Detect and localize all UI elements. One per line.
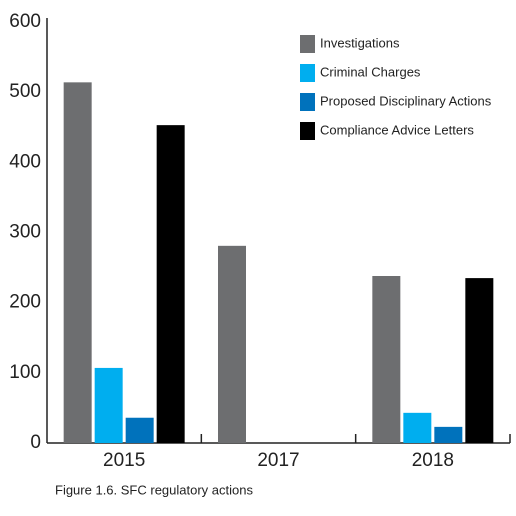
legend-swatch bbox=[300, 93, 315, 111]
bar bbox=[63, 82, 92, 444]
x-tick-label: 2018 bbox=[412, 450, 454, 471]
legend-swatch bbox=[300, 35, 315, 53]
bar bbox=[465, 278, 494, 443]
x-tick-label: 2015 bbox=[103, 450, 145, 471]
bar bbox=[403, 412, 432, 443]
legend-label: Proposed Disciplinary Actions bbox=[320, 93, 492, 108]
bar bbox=[218, 245, 246, 443]
legend-swatch bbox=[300, 64, 315, 82]
y-tick-label: 200 bbox=[9, 292, 41, 313]
bar bbox=[156, 125, 185, 444]
bar bbox=[372, 276, 401, 443]
legend-label: Criminal Charges bbox=[320, 64, 421, 79]
y-tick-label: 300 bbox=[9, 222, 41, 243]
legend-label: Compliance Advice Letters bbox=[320, 122, 474, 137]
legend-label: Investigations bbox=[320, 35, 400, 50]
y-tick-label: 600 bbox=[9, 11, 41, 32]
x-tick-label: 2017 bbox=[257, 450, 299, 471]
y-tick-label: 100 bbox=[9, 362, 41, 383]
legend-swatch bbox=[300, 122, 315, 140]
y-tick-label: 400 bbox=[9, 151, 41, 172]
y-tick-label: 500 bbox=[9, 81, 41, 102]
bar bbox=[94, 367, 123, 443]
bar bbox=[434, 426, 463, 443]
bar bbox=[125, 417, 154, 443]
caption: Figure 1.6. SFC regulatory actions bbox=[55, 482, 253, 497]
y-tick-label: 0 bbox=[30, 432, 41, 453]
